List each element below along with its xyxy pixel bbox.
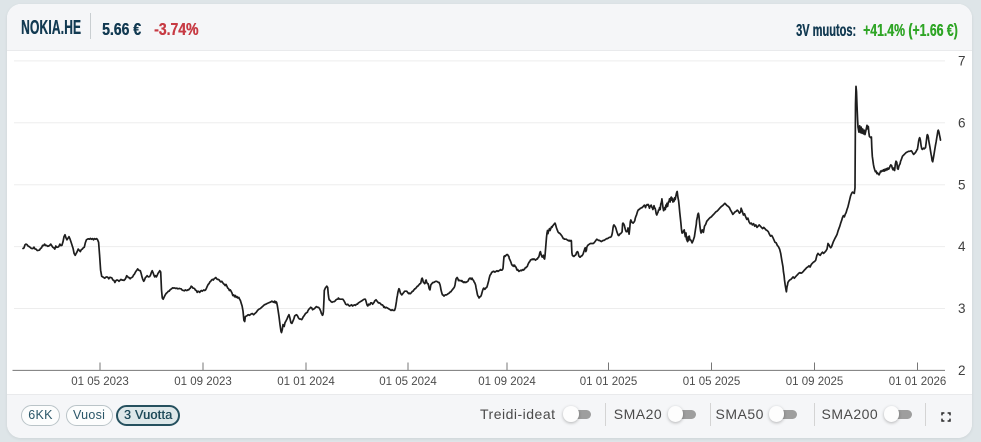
svg-text:7: 7 — [958, 54, 966, 69]
svg-text:5: 5 — [958, 177, 966, 192]
svg-text:01 05 2023: 01 05 2023 — [71, 376, 129, 388]
svg-text:01 09 2025: 01 09 2025 — [786, 376, 844, 388]
svg-text:2: 2 — [958, 363, 966, 378]
svg-text:01 01 2024: 01 01 2024 — [277, 376, 335, 388]
svg-text:4: 4 — [958, 239, 966, 254]
svg-text:01 01 2025: 01 01 2025 — [580, 376, 638, 388]
svg-text:3: 3 — [958, 301, 966, 316]
svg-text:6: 6 — [958, 115, 966, 130]
svg-text:01 05 2024: 01 05 2024 — [379, 376, 437, 388]
svg-text:01 09 2024: 01 09 2024 — [478, 376, 536, 388]
svg-text:01 01 2026: 01 01 2026 — [889, 376, 947, 388]
svg-text:01 09 2023: 01 09 2023 — [174, 376, 232, 388]
svg-text:01 05 2025: 01 05 2025 — [683, 376, 741, 388]
